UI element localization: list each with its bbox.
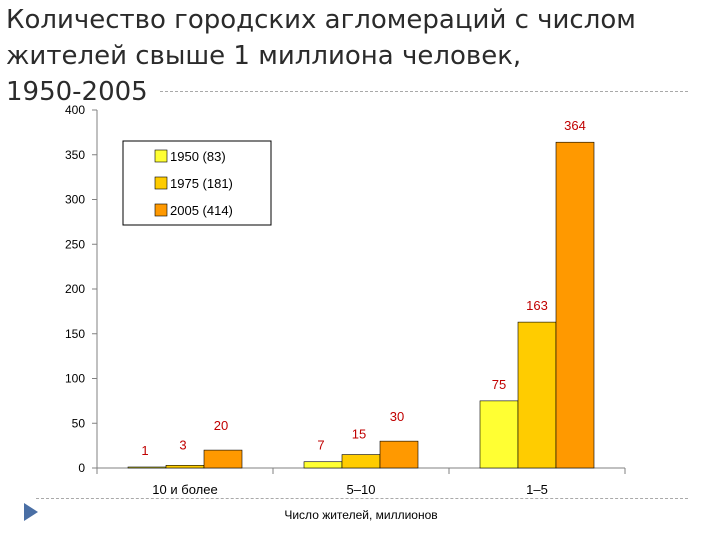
legend-label: 2005 (414) xyxy=(170,203,233,218)
legend-swatch xyxy=(154,176,168,190)
y-tick-label: 0 xyxy=(78,461,85,475)
bar xyxy=(127,466,167,469)
y-tick-label: 50 xyxy=(72,416,86,430)
title-line-3: 1950-2005 xyxy=(6,77,148,107)
legend-box xyxy=(122,140,272,226)
data-label: 20 xyxy=(214,418,228,433)
bullet-arrow-icon xyxy=(24,503,38,521)
top-divider xyxy=(160,91,688,92)
legend-swatch xyxy=(154,203,168,217)
legend-label: 1975 (181) xyxy=(170,176,233,191)
title-line-1: Количество городских агломераций с число… xyxy=(6,5,636,35)
data-label: 7 xyxy=(317,438,324,453)
x-tick-label: 1–5 xyxy=(526,482,548,497)
bar xyxy=(341,454,381,469)
x-tick-label: 5–10 xyxy=(347,482,376,497)
data-label: 30 xyxy=(390,409,404,424)
bar xyxy=(203,449,243,469)
legend-swatch xyxy=(154,149,168,163)
legend-label: 1950 (83) xyxy=(170,149,226,164)
data-label: 3 xyxy=(179,437,186,452)
y-tick-label: 350 xyxy=(65,148,85,162)
bar xyxy=(479,400,519,469)
y-tick-label: 150 xyxy=(65,327,85,341)
bar xyxy=(303,461,343,469)
y-tick-label: 100 xyxy=(65,372,85,386)
data-label: 163 xyxy=(526,298,548,313)
bar xyxy=(165,465,205,469)
bar xyxy=(517,321,557,469)
data-label: 1 xyxy=(141,443,148,458)
title-line-2: жителей свыше 1 миллиона человек, xyxy=(6,41,522,71)
page-title: Количество городских агломераций с число… xyxy=(6,2,706,110)
data-label: 15 xyxy=(352,427,366,442)
data-label: 75 xyxy=(492,377,506,392)
x-tick-label: 10 и более xyxy=(152,482,217,497)
bar xyxy=(379,440,419,469)
y-tick-label: 200 xyxy=(65,282,85,296)
bar xyxy=(555,141,595,469)
y-tick-label: 400 xyxy=(65,103,85,117)
y-tick-label: 300 xyxy=(65,193,85,207)
data-label: 364 xyxy=(564,118,586,133)
bottom-divider xyxy=(36,498,688,499)
y-tick-label: 250 xyxy=(65,237,85,251)
x-axis-label: Число жителей, миллионов xyxy=(284,508,437,522)
